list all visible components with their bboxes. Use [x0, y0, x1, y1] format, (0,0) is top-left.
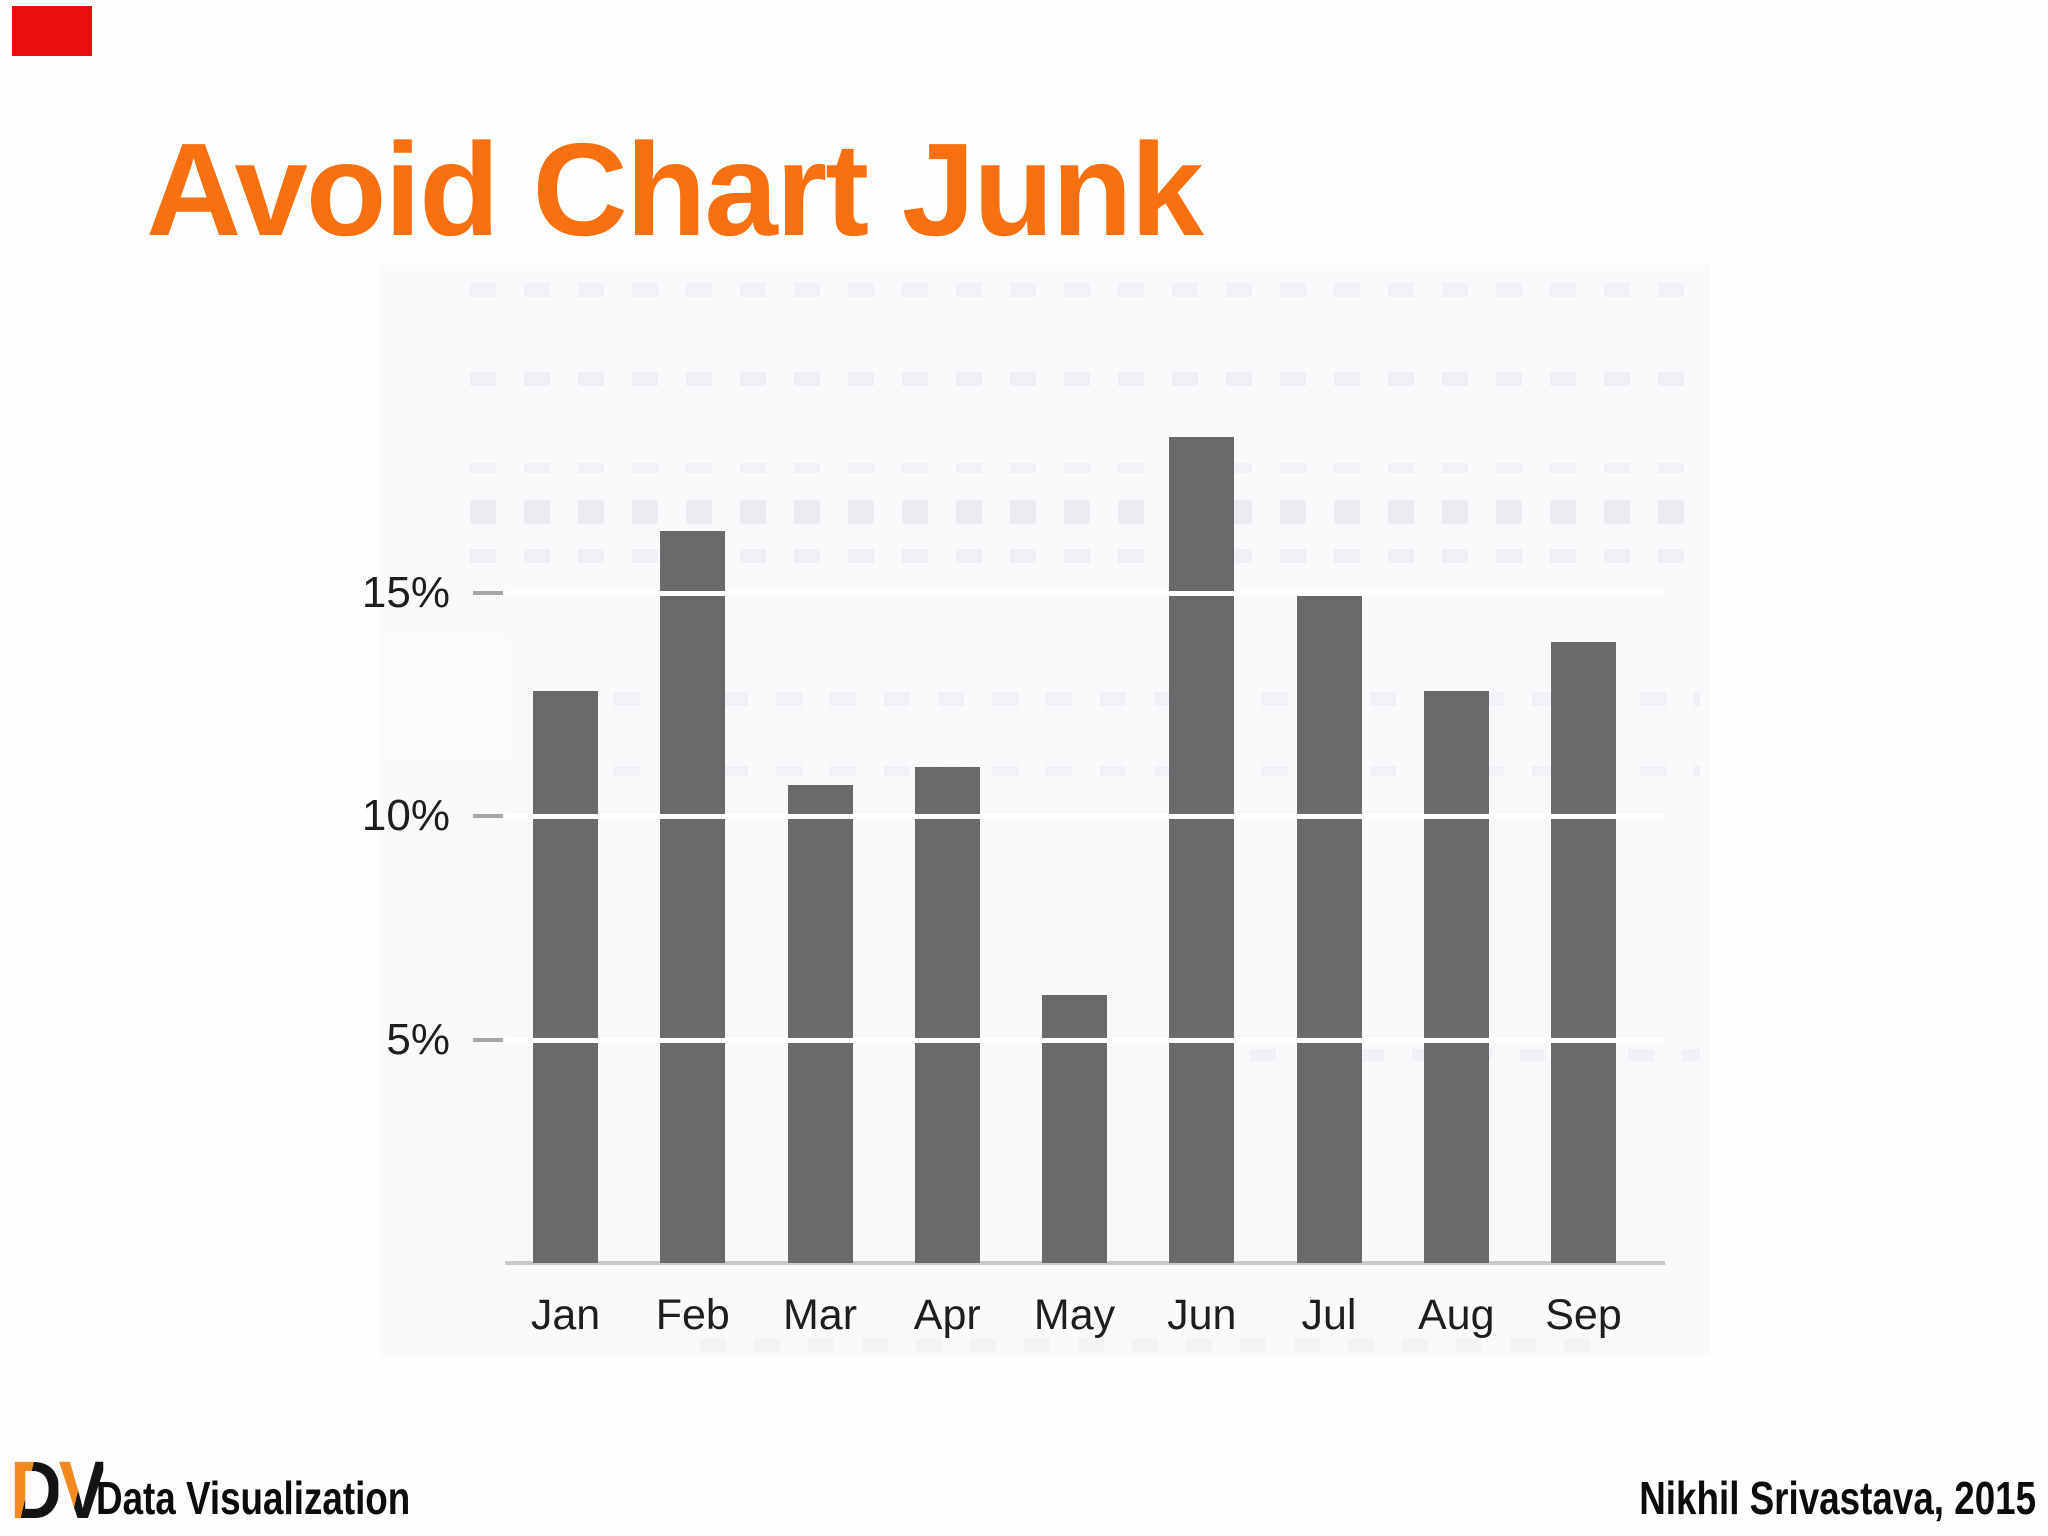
- recording-marker: [12, 6, 92, 56]
- bar-apr: [914, 767, 980, 1263]
- gridline-5pct: [505, 1037, 1665, 1043]
- ghost-junk-row: [470, 463, 1700, 473]
- logo-letter-v: V: [58, 1445, 107, 1536]
- x-axis-label-jan: Jan: [530, 1291, 601, 1339]
- ghost-junk-row: [700, 1338, 1600, 1352]
- y-tick-dash-5: [473, 1037, 503, 1042]
- x-axis-label-sep: Sep: [1545, 1291, 1622, 1339]
- bar-jul: [1296, 593, 1362, 1263]
- y-axis-label-15: 15%: [361, 568, 450, 618]
- x-axis-label-feb: Feb: [655, 1291, 730, 1339]
- y-tick-dash-10: [473, 814, 503, 819]
- bar-may: [1042, 995, 1107, 1263]
- y-tick-dash-15: [473, 591, 503, 596]
- x-axis-label-mar: Mar: [782, 1291, 858, 1339]
- bar-jun: [1169, 436, 1235, 1263]
- x-axis-label-apr: Apr: [913, 1291, 981, 1339]
- course-label: Data Visualization: [96, 1472, 411, 1524]
- ghost-junk-row: [470, 283, 1700, 297]
- ghost-junk-row: [470, 500, 1700, 524]
- logo-letter-d: D: [10, 1445, 62, 1536]
- x-axis-label-jun: Jun: [1167, 1291, 1237, 1339]
- bar-sep: [1551, 642, 1616, 1263]
- x-axis-label-jul: Jul: [1301, 1291, 1357, 1339]
- bar-mar: [787, 785, 853, 1263]
- bar-feb: [660, 530, 726, 1263]
- page-title: Avoid Chart Junk: [146, 116, 1204, 263]
- y-axis-label-5: 5%: [386, 1014, 450, 1064]
- x-axis-label-aug: Aug: [1417, 1291, 1495, 1339]
- ghost-junk-row: [560, 692, 1700, 706]
- x-axis-label-may: May: [1033, 1291, 1116, 1339]
- credit-label: Nikhil Srivastava, 2015: [1639, 1472, 2036, 1524]
- ghost-junk-row: [470, 549, 1700, 563]
- dv-logo: DV: [10, 1450, 107, 1532]
- y-axis-label-10: 10%: [361, 791, 450, 841]
- gridline-10pct: [505, 814, 1665, 820]
- ghost-junk-row: [470, 372, 1700, 386]
- gridline-15pct: [505, 591, 1665, 597]
- bar-jan: [533, 691, 598, 1263]
- ghost-junk-row: [560, 766, 1700, 776]
- bar-aug: [1423, 691, 1489, 1263]
- x-axis-line: [505, 1261, 1665, 1265]
